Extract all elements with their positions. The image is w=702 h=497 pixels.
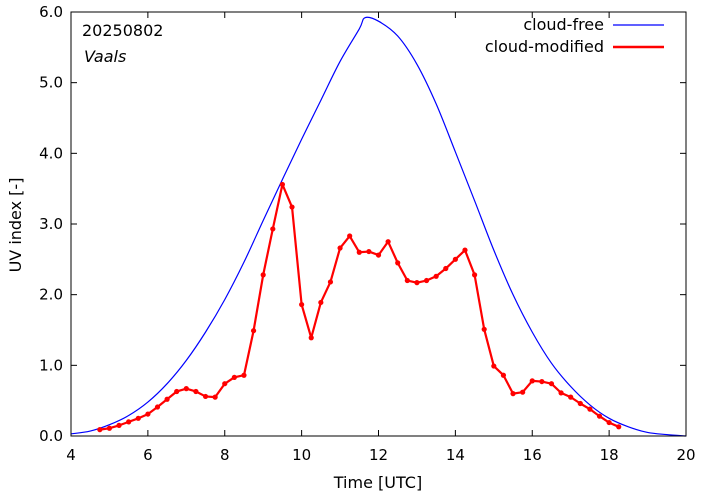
data-point-cloud-modified xyxy=(548,381,555,387)
x-axis-title: Time [UTC] xyxy=(333,473,422,492)
data-point-cloud-modified xyxy=(539,378,545,385)
y-axis-title: UV index [-] xyxy=(6,178,25,273)
data-point-cloud-modified xyxy=(327,279,334,285)
x-tick-label: 12 xyxy=(369,446,388,464)
data-point-cloud-modified xyxy=(193,388,199,395)
data-point-cloud-modified xyxy=(126,419,132,425)
legend-label-cloud-modified: cloud-modified xyxy=(485,37,604,56)
data-point-cloud-modified xyxy=(433,273,439,279)
legend: cloud-free cloud-modified xyxy=(485,15,664,56)
data-point-cloud-modified xyxy=(356,249,362,255)
data-point-cloud-modified xyxy=(414,280,420,286)
tick-labels: 4 6 8 10 12 14 16 18 20 0.0 1.0 2.0 3.0 4.0 5.0 6.0 xyxy=(39,3,695,464)
data-point-cloud-modified xyxy=(606,419,612,426)
data-point-cloud-modified xyxy=(520,389,526,395)
x-tick-label: 20 xyxy=(676,446,695,464)
series-layer xyxy=(70,16,687,437)
data-point-cloud-modified xyxy=(97,427,103,433)
data-point-cloud-modified xyxy=(241,372,247,378)
location-annotation: Vaals xyxy=(84,47,126,66)
data-point-cloud-modified xyxy=(231,374,237,380)
x-tick-label: 6 xyxy=(143,446,153,464)
data-point-cloud-modified xyxy=(154,404,161,410)
data-point-cloud-modified xyxy=(462,247,468,253)
data-point-cloud-modified xyxy=(395,260,401,266)
y-tick-label: 3.0 xyxy=(39,215,63,233)
data-point-cloud-modified xyxy=(270,226,276,232)
x-tick-label: 10 xyxy=(292,446,311,464)
x-tick-label: 4 xyxy=(66,446,76,464)
data-point-cloud-modified xyxy=(375,252,382,258)
data-point-cloud-modified xyxy=(385,239,391,245)
data-point-cloud-modified xyxy=(145,411,151,417)
data-point-cloud-modified xyxy=(423,277,430,284)
data-point-cloud-modified xyxy=(481,326,487,332)
data-point-cloud-modified xyxy=(250,328,257,334)
data-point-cloud-modified xyxy=(587,406,593,412)
data-point-cloud-modified xyxy=(183,386,189,392)
y-tick-label: 2.0 xyxy=(39,286,63,304)
data-point-cloud-modified xyxy=(491,363,497,369)
data-point-cloud-modified xyxy=(222,381,228,387)
data-point-cloud-modified xyxy=(500,372,507,378)
data-point-cloud-modified xyxy=(577,400,583,407)
date-annotation: 20250802 xyxy=(82,21,163,40)
data-point-cloud-modified xyxy=(174,388,180,395)
data-point-cloud-modified xyxy=(596,413,603,419)
data-point-cloud-modified xyxy=(116,422,122,428)
data-point-cloud-modified xyxy=(212,394,218,400)
x-tick-label: 16 xyxy=(523,446,542,464)
data-point-cloud-modified xyxy=(337,245,343,251)
x-tick-label: 8 xyxy=(220,446,230,464)
data-point-cloud-modified xyxy=(347,233,353,239)
data-point-cloud-modified xyxy=(529,378,535,384)
x-tick-label: 14 xyxy=(446,446,465,464)
data-point-cloud-modified xyxy=(471,272,478,278)
y-tick-label: 0.0 xyxy=(39,427,63,445)
data-point-cloud-modified xyxy=(299,301,305,308)
data-point-cloud-modified xyxy=(318,299,324,306)
axis-ticks xyxy=(70,11,687,437)
data-point-cloud-modified xyxy=(616,424,622,430)
data-point-cloud-modified xyxy=(443,265,449,272)
data-point-cloud-modified xyxy=(308,335,314,341)
data-point-cloud-modified xyxy=(135,415,141,421)
data-point-cloud-modified xyxy=(404,277,410,284)
data-point-cloud-modified xyxy=(202,393,209,400)
data-point-cloud-modified xyxy=(289,204,295,210)
y-tick-label: 1.0 xyxy=(39,356,63,374)
y-tick-label: 5.0 xyxy=(39,74,63,92)
data-point-cloud-modified xyxy=(568,394,574,400)
legend-label-cloud-free: cloud-free xyxy=(523,15,604,34)
data-point-cloud-modified xyxy=(366,248,372,255)
data-point-cloud-modified xyxy=(558,390,564,396)
series-line-cloud-free xyxy=(70,16,687,437)
data-point-cloud-modified xyxy=(510,391,516,397)
data-point-cloud-modified xyxy=(260,272,266,278)
plot-frame xyxy=(70,11,687,437)
data-point-cloud-modified xyxy=(106,425,113,431)
y-tick-label: 6.0 xyxy=(39,3,63,21)
data-point-cloud-modified xyxy=(164,396,170,402)
x-tick-label: 18 xyxy=(600,446,619,464)
y-tick-label: 4.0 xyxy=(39,144,63,162)
data-point-cloud-modified xyxy=(452,256,458,262)
data-point-cloud-modified xyxy=(279,181,286,188)
